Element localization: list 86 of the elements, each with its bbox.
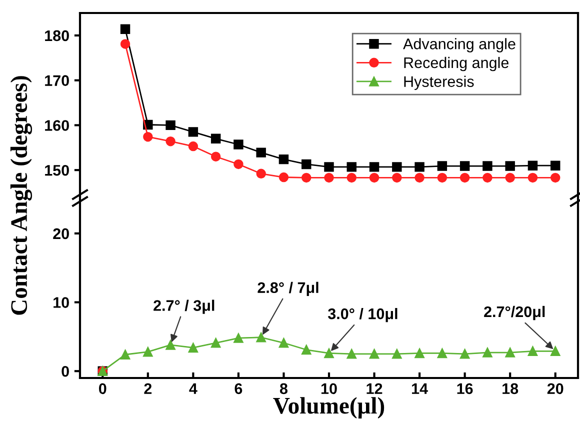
point [324,348,334,358]
point [346,349,356,359]
point [324,172,334,183]
point [369,162,380,172]
point [278,172,289,182]
point [120,350,130,360]
point [528,172,538,183]
point [234,159,244,170]
legend-label: Advancing angle [403,38,516,52]
y-tick-label: 160 [45,120,69,131]
point [278,154,289,164]
point [460,161,470,171]
y-axis-title: Contact Angle (degrees) [10,76,32,315]
point [210,338,221,348]
y-tick-label: 20 [53,228,69,240]
point [482,348,492,358]
point [278,338,289,348]
point [414,348,424,358]
legend-label: Receding angle [404,56,509,72]
annotation: 2.7°/20μl [484,306,545,320]
point [414,172,424,183]
x-tick-label: 16 [457,383,473,394]
point [505,172,515,183]
point [302,159,312,170]
point [256,332,266,342]
x-tick-label: 4 [189,383,198,394]
point [550,160,560,170]
point [234,140,244,150]
point [460,172,470,183]
x-tick-label: 0 [98,383,106,394]
x-tick-label: 18 [502,383,518,394]
point [482,161,492,171]
point [437,348,448,358]
point [324,162,334,172]
point [188,141,198,152]
x-axis-title: Volume(μl) [273,397,384,419]
point [302,344,312,355]
point [346,162,356,172]
point [414,162,424,172]
point [369,349,380,359]
point [482,172,492,183]
annotation: 3.0° / 10μl [328,308,398,322]
point [143,132,153,142]
point [392,162,402,172]
legend-label: Hysteresis [404,76,474,90]
x-tick-label: 12 [366,383,382,394]
point [210,134,221,144]
point [256,168,266,179]
point [188,127,198,137]
x-tick-label: 14 [412,383,428,394]
point [550,346,560,356]
point [550,172,560,183]
point [166,136,176,146]
point [528,346,538,356]
point [392,349,402,359]
y-tick-label: 0 [62,366,69,377]
y-tick-label: 10 [54,297,69,308]
point [437,172,448,183]
x-tick-label: 20 [547,383,564,394]
point [369,172,380,183]
annotation: 2.8° / 7μl [258,282,318,296]
point [210,152,221,162]
y-tick-label: 150 [45,164,69,176]
point [234,333,244,343]
x-tick-label: 6 [234,383,242,394]
point [120,39,130,49]
x-tick-label: 10 [321,383,337,394]
point [188,342,198,353]
point [460,349,470,359]
point [166,340,176,350]
x-tick-label: 8 [280,383,288,394]
point [437,161,448,171]
point [256,148,266,158]
annotation: 2.7° / 3μl [154,300,214,314]
point [302,172,312,183]
y-tick-label: 170 [45,75,69,86]
point [505,161,515,171]
point [392,172,402,183]
point [528,160,538,170]
x-tick-label: 2 [144,383,152,394]
y-tick-label: 180 [45,30,69,42]
point [505,348,515,358]
point [346,172,356,183]
point [143,346,153,357]
point [166,120,176,130]
point [120,24,130,34]
